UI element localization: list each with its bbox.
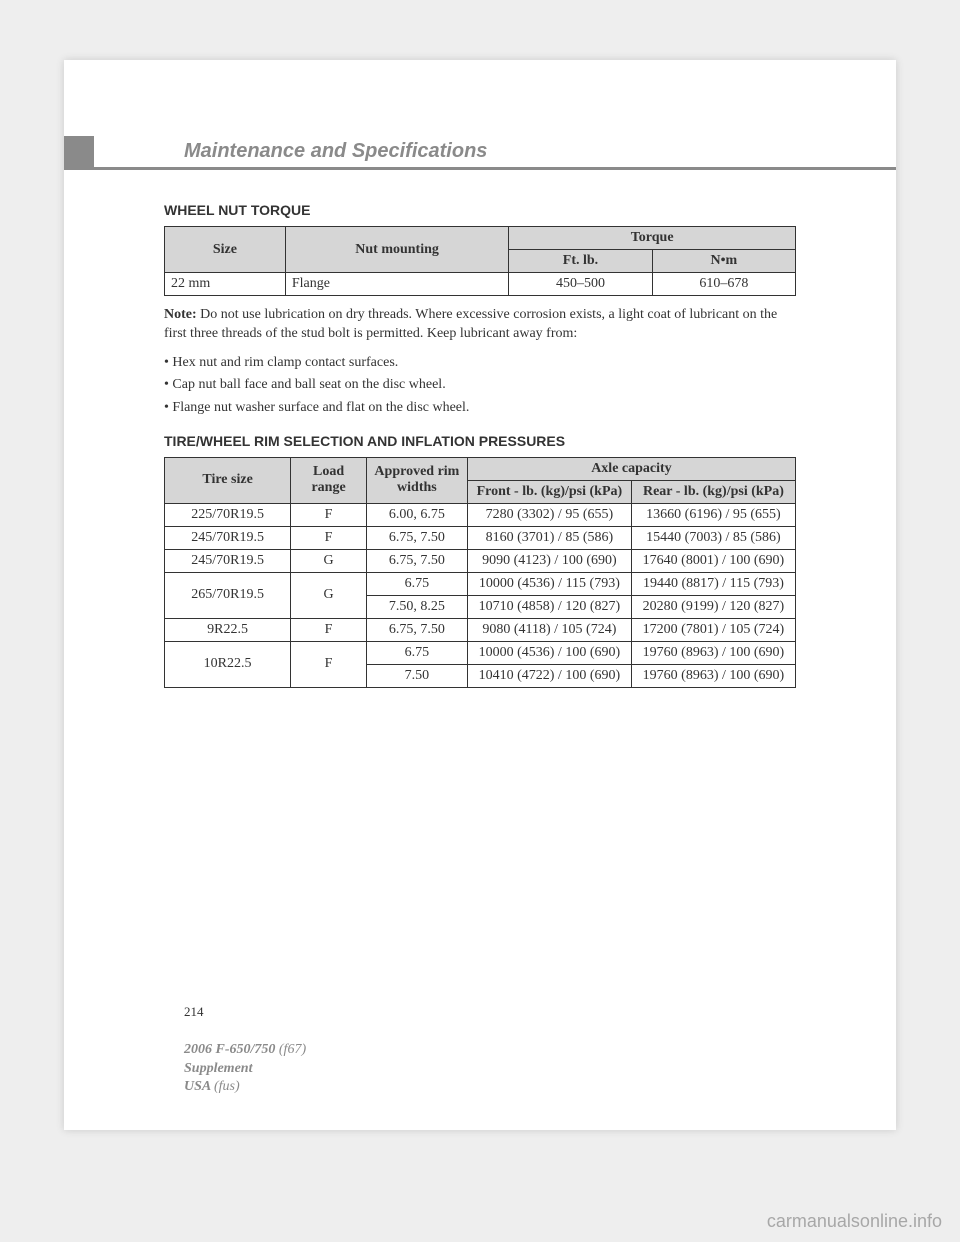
tire-table: Tire size Load range Approved rim widths… <box>164 457 796 688</box>
cell: 10000 (4536) / 115 (793) <box>467 572 631 595</box>
footer: 2006 F-650/750 (f67) Supplement USA (fus… <box>184 1041 306 1096</box>
cell: 225/70R19.5 <box>165 503 291 526</box>
cell: 6.75 <box>366 572 467 595</box>
cell: 6.75 <box>366 641 467 664</box>
cell: 6.00, 6.75 <box>366 503 467 526</box>
bullet-list: Hex nut and rim clamp contact surfaces. … <box>164 352 796 419</box>
cell-ftlb: 450–500 <box>509 273 652 296</box>
cell: G <box>291 549 367 572</box>
cell: 7.50 <box>366 664 467 687</box>
list-item: Hex nut and rim clamp contact surfaces. <box>164 352 796 374</box>
cell-nm: 610–678 <box>652 273 795 296</box>
cell: 8160 (3701) / 85 (586) <box>467 526 631 549</box>
cell: 19760 (8963) / 100 (690) <box>631 641 795 664</box>
cell: F <box>291 503 367 526</box>
content-area: WHEEL NUT TORQUE Size Nut mounting Torqu… <box>164 202 796 688</box>
wheel-nut-heading: WHEEL NUT TORQUE <box>164 202 796 218</box>
cell: 10R22.5 <box>165 641 291 687</box>
cell: 13660 (6196) / 95 (655) <box>631 503 795 526</box>
page: Maintenance and Specifications WHEEL NUT… <box>64 60 896 1130</box>
table-row: 225/70R19.5 F 6.00, 6.75 7280 (3302) / 9… <box>165 503 796 526</box>
list-item: Cap nut ball face and ball seat on the d… <box>164 374 796 396</box>
th-nut-mounting: Nut mounting <box>285 227 508 273</box>
cell: F <box>291 641 367 687</box>
table-row: 265/70R19.5 G 6.75 10000 (4536) / 115 (7… <box>165 572 796 595</box>
page-number: 214 <box>184 1004 204 1020</box>
cell: 9090 (4123) / 100 (690) <box>467 549 631 572</box>
cell: 19440 (8817) / 115 (793) <box>631 572 795 595</box>
cell: 10710 (4858) / 120 (827) <box>467 595 631 618</box>
table-row: 9R22.5 F 6.75, 7.50 9080 (4118) / 105 (7… <box>165 618 796 641</box>
cell: 20280 (9199) / 120 (827) <box>631 595 795 618</box>
header-accent-bar <box>64 136 94 170</box>
footer-line2: Supplement <box>184 1060 306 1078</box>
footer-code1: (f67) <box>279 1042 306 1057</box>
th-torque: Torque <box>509 227 796 250</box>
th-approved-rim: Approved rim widths <box>366 457 467 503</box>
cell: 7280 (3302) / 95 (655) <box>467 503 631 526</box>
th-load-range: Load range <box>291 457 367 503</box>
wheel-nut-table: Size Nut mounting Torque Ft. lb. N•m 22 … <box>164 226 796 296</box>
cell: 19760 (8963) / 100 (690) <box>631 664 795 687</box>
tire-heading: TIRE/WHEEL RIM SELECTION AND INFLATION P… <box>164 433 796 449</box>
header-rule <box>64 167 896 170</box>
footer-line3: USA (fus) <box>184 1078 306 1096</box>
cell: 7.50, 8.25 <box>366 595 467 618</box>
cell: 245/70R19.5 <box>165 526 291 549</box>
cell: 6.75, 7.50 <box>366 526 467 549</box>
cell: 245/70R19.5 <box>165 549 291 572</box>
watermark: carmanualsonline.info <box>767 1211 942 1232</box>
cell: 6.75, 7.50 <box>366 618 467 641</box>
cell-size: 22 mm <box>165 273 286 296</box>
table-row: 245/70R19.5 G 6.75, 7.50 9090 (4123) / 1… <box>165 549 796 572</box>
cell: 10410 (4722) / 100 (690) <box>467 664 631 687</box>
cell: 17200 (7801) / 105 (724) <box>631 618 795 641</box>
cell-nut: Flange <box>285 273 508 296</box>
footer-code2: (fus) <box>214 1079 240 1094</box>
cell: 10000 (4536) / 100 (690) <box>467 641 631 664</box>
th-size: Size <box>165 227 286 273</box>
cell: 9R22.5 <box>165 618 291 641</box>
list-item: Flange nut washer surface and flat on th… <box>164 397 796 419</box>
th-rear: Rear - lb. (kg)/psi (kPa) <box>631 480 795 503</box>
cell: F <box>291 618 367 641</box>
table-row: 245/70R19.5 F 6.75, 7.50 8160 (3701) / 8… <box>165 526 796 549</box>
th-axle-capacity: Axle capacity <box>467 457 795 480</box>
cell: 9080 (4118) / 105 (724) <box>467 618 631 641</box>
footer-model: 2006 F-650/750 <box>184 1042 279 1057</box>
table-row: 10R22.5 F 6.75 10000 (4536) / 100 (690) … <box>165 641 796 664</box>
cell: G <box>291 572 367 618</box>
cell: 6.75, 7.50 <box>366 549 467 572</box>
th-nm: N•m <box>652 250 795 273</box>
cell: 15440 (7003) / 85 (586) <box>631 526 795 549</box>
th-tire-size: Tire size <box>165 457 291 503</box>
cell: F <box>291 526 367 549</box>
note-paragraph: Note: Do not use lubrication on dry thre… <box>164 306 796 344</box>
footer-region: USA <box>184 1079 214 1094</box>
table-row: 22 mm Flange 450–500 610–678 <box>165 273 796 296</box>
th-ftlb: Ft. lb. <box>509 250 652 273</box>
footer-line1: 2006 F-650/750 (f67) <box>184 1041 306 1059</box>
note-text: Do not use lubrication on dry threads. W… <box>164 307 777 341</box>
cell: 265/70R19.5 <box>165 572 291 618</box>
note-label: Note: <box>164 307 197 322</box>
section-title: Maintenance and Specifications <box>184 140 487 163</box>
th-front: Front - lb. (kg)/psi (kPa) <box>467 480 631 503</box>
cell: 17640 (8001) / 100 (690) <box>631 549 795 572</box>
